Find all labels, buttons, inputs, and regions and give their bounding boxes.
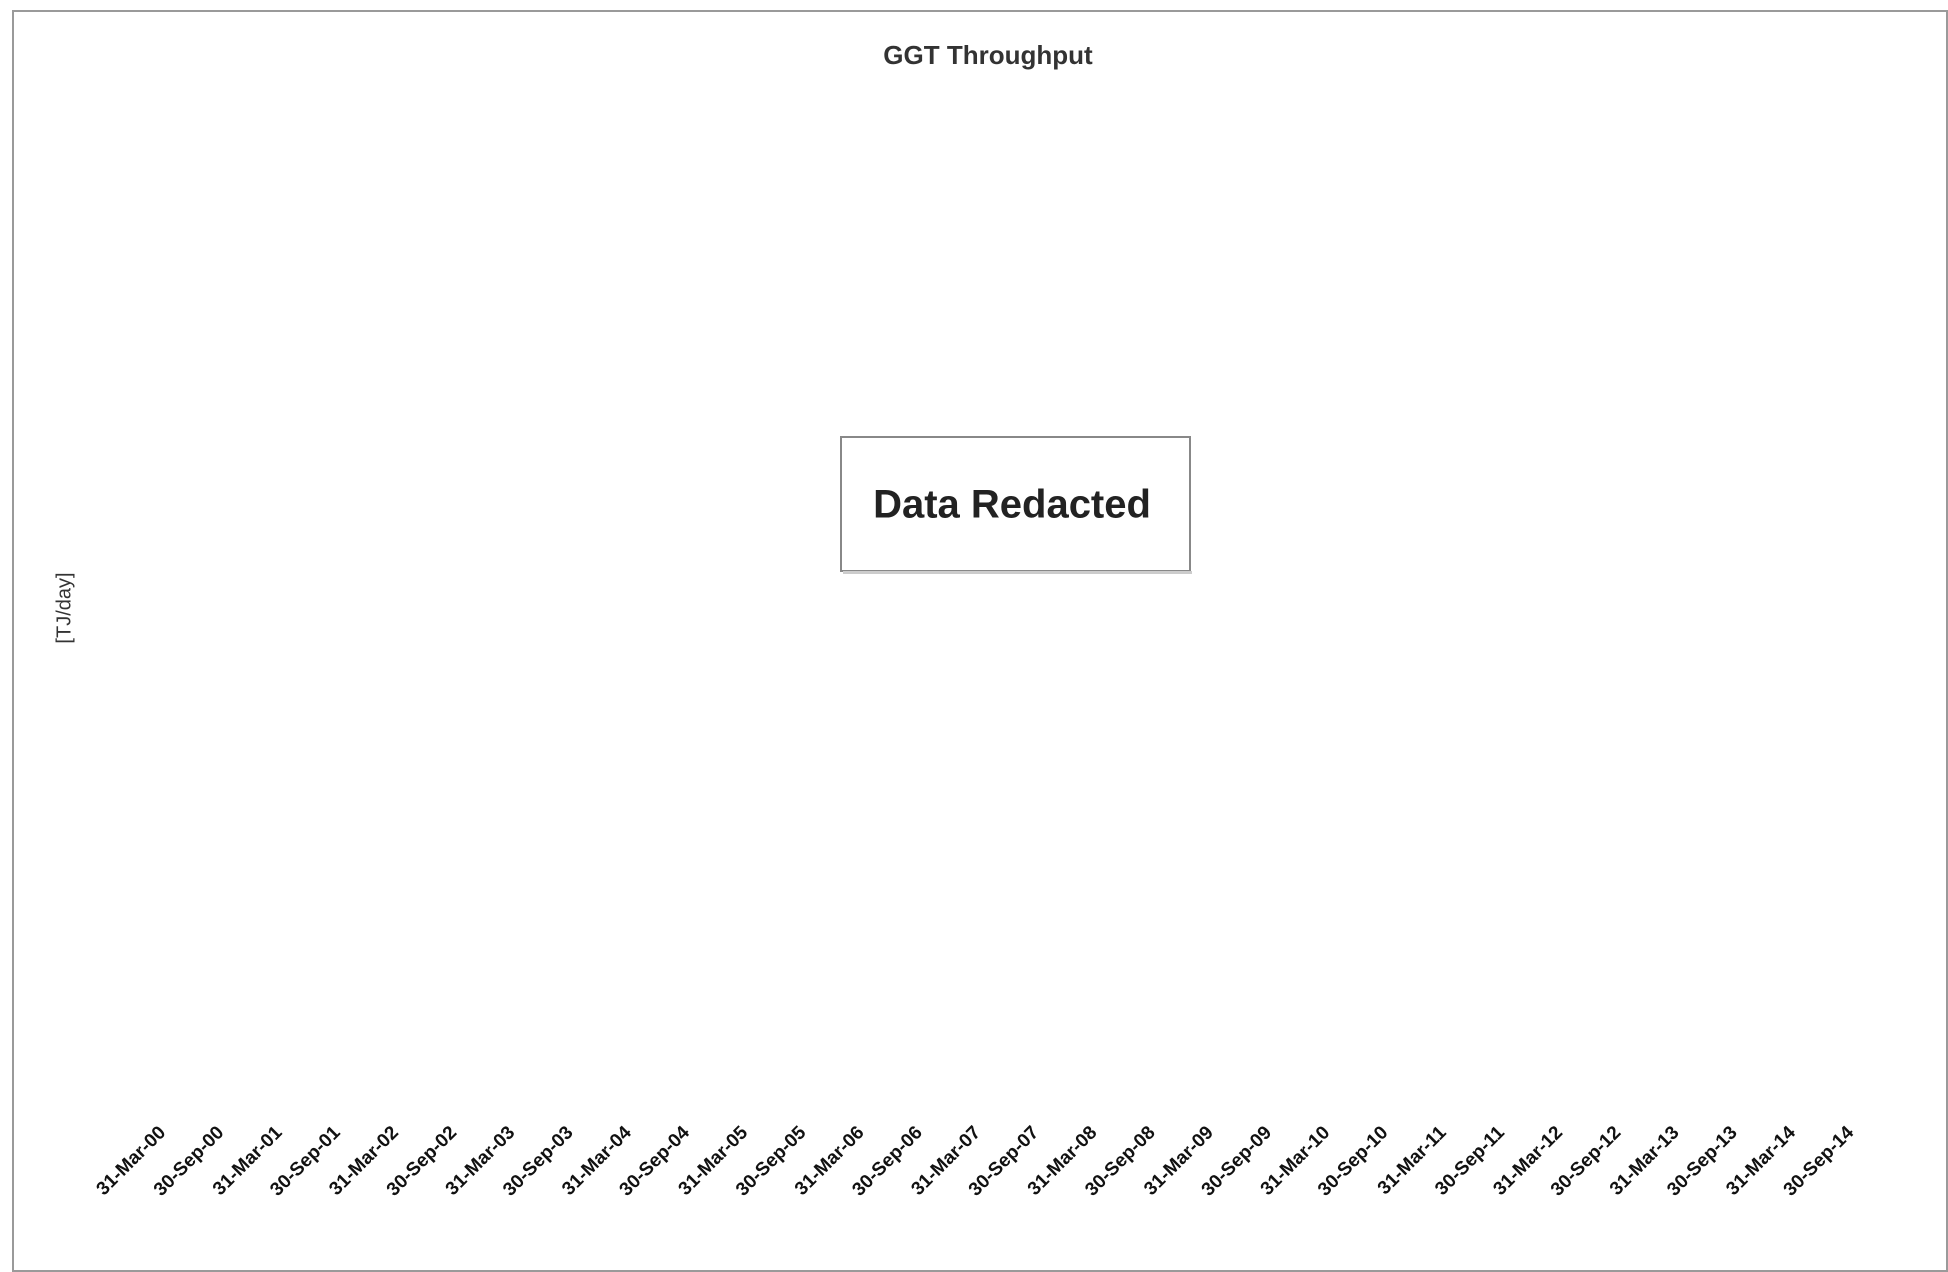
y-axis-label: [TJ/day] — [53, 572, 75, 643]
annotation-box — [840, 436, 1191, 572]
annotation-shadow — [843, 571, 1192, 574]
chart-title: GGT Throughput — [883, 40, 1093, 70]
annotation: Data Redacted — [873, 483, 1151, 527]
chart-border — [12, 10, 1948, 1272]
